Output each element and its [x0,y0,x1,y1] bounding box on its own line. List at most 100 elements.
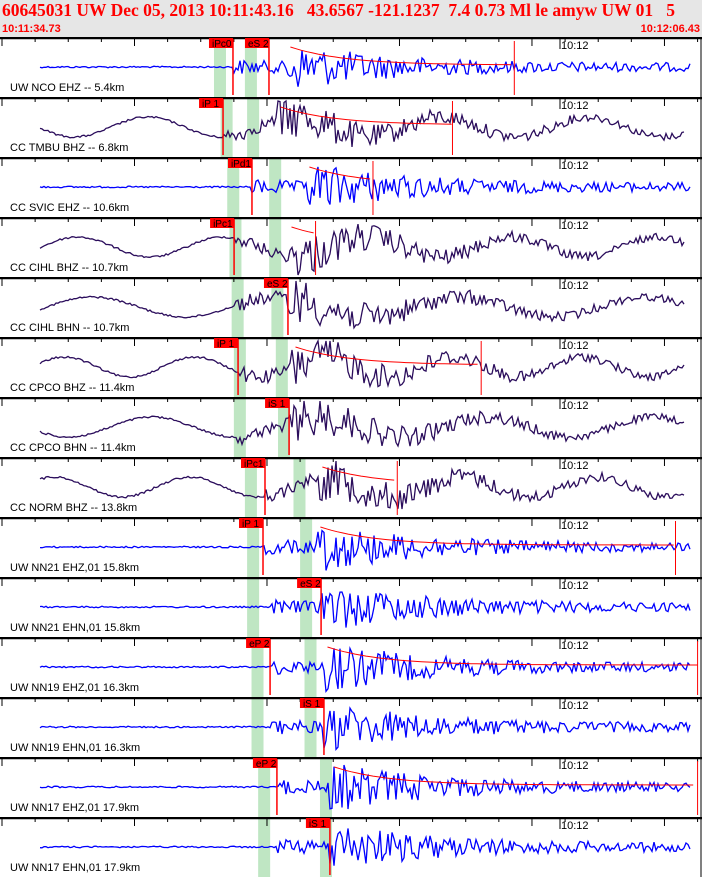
station-label: UW NN19 EHN,01 16.3km [10,742,141,754]
predicted-phase-band [213,39,226,97]
trace-row[interactable]: eS 2 10:12 CC CIHL BHN -- 10.7km [0,277,702,337]
station-label: CC CPCO BHN -- 11.4km [10,442,136,454]
predicted-phase-band [251,639,264,697]
waveform-trace [39,764,691,810]
trace-panel[interactable]: iPc0 eS 2 10:12 UW NCO EHZ -- 5.4km iP 1 10:1… [0,37,702,878]
trace-row[interactable]: iP 1 10:12 UW NN21 EHZ,01 15.8km [0,517,702,577]
predicted-phase-band [233,399,246,457]
station-label: CC TMBU BHZ -- 6.8km [10,142,129,154]
trace-row[interactable]: iPd1 10:12 CC SVIC EHZ -- 10.6km [0,157,702,217]
waveform-trace [39,166,691,205]
waveform-trace [39,460,685,510]
minute-label: 10:12 [561,160,589,172]
minute-label: 10:12 [561,100,589,112]
phase-pick-label: iPc0 [212,39,232,50]
trace-plot: iS 1 [0,817,702,877]
predicted-phase-band [244,459,257,517]
trace-row[interactable]: iS 1 10:12 UW NN19 EHN,01 16.3km [0,697,702,757]
trace-plot: eP 2 [0,637,702,697]
trace-row[interactable]: iPc0 eS 2 10:12 UW NCO EHZ -- 5.4km [0,37,702,97]
phase-pick-label: iP 1 [242,519,259,530]
predicted-phase-band [247,99,260,157]
phase-pick-label: iS 1 [309,819,327,830]
phase-pick-tag [265,398,290,408]
trace-plot: iS 1 [0,397,702,457]
phase-pick-tag [239,518,264,528]
minute-label: 10:12 [561,760,589,772]
predicted-phase-band [304,699,317,757]
waveform-trace [39,99,685,148]
waveform-trace [39,280,685,330]
station-label: CC CIHL BHZ -- 10.7km [10,262,129,274]
waveform-trace [39,223,685,276]
trace-plot: iPc1 [0,457,702,517]
trace-plot: iP 1 [0,97,702,157]
trace-row[interactable]: iP 1 10:12 CC TMBU BHZ -- 6.8km [0,97,702,157]
phase-pick-tag [305,818,330,828]
trace-plot: iP 1 [0,517,702,577]
trace-row[interactable]: iS 1 10:12 CC CPCO BHN -- 11.4km [0,397,702,457]
phase-pick-tag [240,458,265,468]
start-time: 10:11:34.73 [2,23,61,35]
phase-pick-label: iP 1 [217,339,234,350]
predicted-phase-band [247,579,260,637]
phase-pick-tag [244,38,269,48]
waveform-trace [39,646,691,694]
trace-row[interactable]: eP 2 10:12 UW NN17 EHZ,01 17.9km [0,757,702,817]
phase-pick-tag [246,638,271,648]
station-label: UW NN21 EHZ,01 15.8km [10,562,139,574]
header-bar: 60645031 UW Dec 05, 2013 10:11:43.16 43.… [0,0,702,37]
minute-label: 10:12 [561,580,589,592]
predicted-phase-band [278,399,291,457]
trace-plot: iPd1 [0,157,702,217]
end-time: 10:12:06.43 [640,23,700,35]
predicted-phase-band [251,699,264,757]
trace-row[interactable]: iPc1 10:12 CC NORM BHZ -- 13.8km [0,457,702,517]
predicted-phase-band [258,759,271,817]
phase-pick-tag [299,698,324,708]
predicted-phase-band [275,339,288,397]
coda-decay-curve [327,646,698,666]
coda-decay-curve [334,766,694,786]
trace-row[interactable]: iPc1 10:12 CC CIHL BHZ -- 10.7km [0,217,702,277]
predicted-phase-band [304,639,317,697]
phase-pick-tag [210,218,235,228]
predicted-phase-band [229,219,242,277]
trace-plot: eP 2 [0,757,702,817]
event-title: 60645031 UW Dec 05, 2013 10:11:43.16 43.… [2,0,676,20]
minute-label: 10:12 [561,220,589,232]
coda-decay-curve [295,346,478,365]
trace-row[interactable]: iS 1 10:12 UW NN17 EHN,01 17.9km [0,817,702,877]
trace-row[interactable]: eS 2 10:12 UW NN21 EHN,01 15.8km [0,577,702,637]
minute-label: 10:12 [561,400,589,412]
phase-pick-label: iP 1 [202,99,219,110]
station-label: CC NORM BHZ -- 13.8km [10,502,138,514]
coda-decay-curve [309,166,371,180]
waveform-trace [39,529,691,571]
minute-label: 10:12 [561,520,589,532]
phase-pick-label: eS 2 [248,39,269,50]
predicted-phase-band [293,459,306,517]
station-label: CC CIHL BHN -- 10.7km [10,322,130,334]
trace-row[interactable]: iP 1 10:12 CC CPCO BHZ -- 11.4km [0,337,702,397]
minute-label: 10:12 [561,700,589,712]
coda-decay-curve [320,526,674,546]
waveform-trace [39,828,691,866]
phase-pick-label: eS 2 [267,279,288,290]
predicted-phase-band [231,279,244,337]
phase-pick-tag [227,158,252,168]
station-label: UW NCO EHZ -- 5.4km [10,82,125,94]
phase-pick-label: iS 1 [268,399,286,410]
minute-label: 10:12 [561,820,589,832]
phase-pick-label: eP 2 [256,759,277,770]
predicted-phase-band [269,219,282,277]
minute-label: 10:12 [561,340,589,352]
predicted-phase-band [300,519,313,577]
phase-pick-tag [214,338,239,348]
phase-pick-label: iPc1 [244,459,264,470]
trace-row[interactable]: eP 2 10:12 UW NN19 EHZ,01 16.3km [0,637,702,697]
predicted-phase-band [300,579,313,637]
phase-pick-label: iS 1 [303,699,321,710]
predicted-phase-band [227,159,240,217]
phase-pick-label: eS 2 [300,579,321,590]
